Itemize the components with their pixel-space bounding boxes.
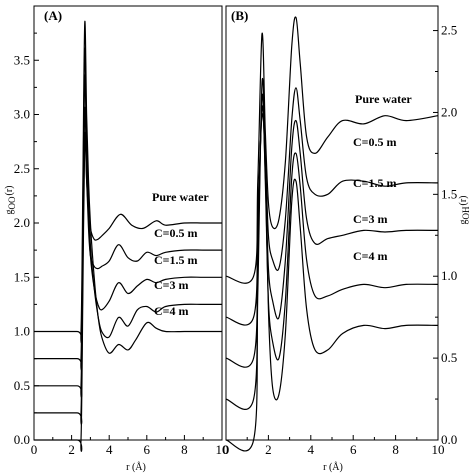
- panel-a-annotation-c3: C=3 m: [154, 278, 189, 292]
- panel-b-annotation-c3: C=3 m: [353, 212, 388, 226]
- panel-a-y-tick-label: 0.5: [14, 378, 30, 393]
- panel-a-ylabel: gOO(r): [4, 186, 17, 215]
- panel-a-y-tick-label: 1.0: [14, 324, 30, 339]
- svg-text:gOO(r): gOO(r): [4, 186, 17, 215]
- panel-b-y-tick-label: 0.5: [441, 350, 457, 365]
- panel-a-x-tick-label: 6: [144, 442, 151, 457]
- panel-a-y-tick-label: 0.0: [14, 432, 30, 447]
- panel-b-x-tick-label: 6: [350, 442, 357, 457]
- panel-b-x-tick-label: 10: [432, 442, 445, 457]
- panel-a-annotation-c15: C=1.5 m: [154, 253, 198, 267]
- panel-b-frame: [225, 5, 439, 441]
- panel-b: 0 2 4 6 8 100.0 0.5 1.0 1.5 2.0 2.5 (B) gOH(r) r (…: [223, 5, 471, 473]
- panel-b-series: [225, 16, 439, 452]
- panel-a-ylabel-subscript: OO: [7, 196, 17, 209]
- panel-b-x-tick-label: 0: [223, 442, 230, 457]
- svg-text:gOH(r): gOH(r): [458, 196, 471, 225]
- panel-a-annotation-c05: C=0.5 m: [154, 226, 198, 240]
- panel-b-y-tick-label: 1.5: [441, 186, 457, 201]
- panel-b-y-tick-label: 0.0: [441, 432, 457, 447]
- panel-a-y-tick-label: 3.5: [14, 52, 30, 67]
- panel-b-x-tick-label: 2: [265, 442, 272, 457]
- panel-a-xlabel: r (Å): [126, 461, 146, 473]
- panel-b-ylabel-subscript: OH: [461, 206, 471, 219]
- panel-a-annotation-pure-water: Pure water: [152, 190, 209, 204]
- panel-a-x-tick-label: 10: [216, 442, 229, 457]
- panel-a-y-tick-label: 2.5: [14, 161, 30, 176]
- panel-b-ylabel-symbol: g: [458, 220, 469, 225]
- panel-b-ylabel: gOH(r): [458, 196, 471, 225]
- panel-b-y-tick-label: 2.0: [441, 104, 457, 119]
- panel-a-frame: [33, 5, 223, 441]
- panel-b-series-c4: [225, 16, 439, 284]
- panel-a-series: [33, 20, 222, 452]
- panel-b-y-tick-label: 2.5: [441, 23, 457, 38]
- panel-b-y-tick-label: 1.0: [441, 268, 457, 283]
- panel-a-annotation-c4: C=4 m: [154, 304, 189, 318]
- panel-a: 0 2 4 6 8 10 0.0 0.5 1.0 1.5 2.0 2.5 3.0 3.5 (A) gOO(…: [4, 5, 229, 473]
- panel-b-label: (B): [231, 8, 248, 23]
- panel-a-x-tick-label: 0: [31, 442, 38, 457]
- panel-b-x-tick-label: 8: [392, 442, 399, 457]
- panel-b-annotation-c4: C=4 m: [353, 249, 388, 263]
- panel-a-ylabel-symbol: g: [4, 210, 15, 215]
- panel-a-series-c4: [34, 131, 222, 452]
- panel-a-x-tick-label: 4: [106, 442, 113, 457]
- panel-a-x-tick-label: 2: [68, 442, 75, 457]
- panel-a-label: (A): [44, 8, 62, 23]
- panel-b-annotation-c15: C=1.5 m: [353, 176, 397, 190]
- panel-a-y-tick-label: 1.5: [14, 269, 30, 284]
- panel-a-x-tick-label: 8: [181, 442, 188, 457]
- panel-b-series-c3: [225, 87, 439, 326]
- panel-b-xlabel: r (Å): [323, 461, 343, 473]
- panel-a-y-tick-label: 2.0: [14, 215, 30, 230]
- panel-b-ylabel-argument: (r): [458, 196, 469, 206]
- panel-b-annotation-c05: C=0.5 m: [353, 135, 397, 149]
- panel-a-y-tick-label: 3.0: [14, 107, 30, 122]
- panel-a-ylabel-argument: (r): [4, 186, 15, 196]
- panel-b-x-tick-label: 4: [308, 442, 315, 457]
- panel-b-annotation-pure-water: Pure water: [355, 92, 412, 106]
